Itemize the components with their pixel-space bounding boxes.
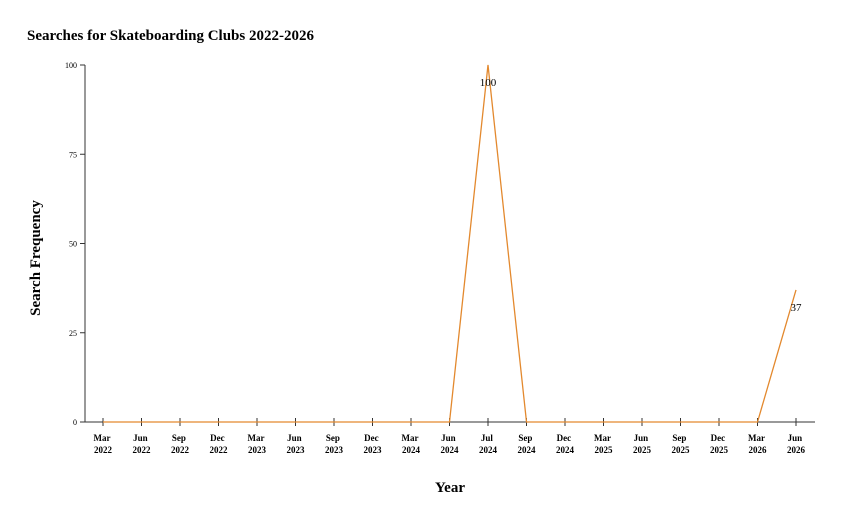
chart-title: Searches for Skateboarding Clubs 2022-20… <box>27 28 314 44</box>
data-label: 37 <box>791 302 803 314</box>
x-tick-label: Dec 2024 <box>556 433 575 455</box>
x-tick-label: Jun 2025 <box>633 433 652 455</box>
y-tick-label: 25 <box>69 329 77 338</box>
x-tick-label: Mar 2026 <box>748 433 767 455</box>
x-tick-label: Dec 2025 <box>710 433 729 455</box>
x-tick-label: Sep 2023 <box>325 433 344 455</box>
x-axis-label: Year <box>435 480 465 496</box>
x-tick-label: Jun 2024 <box>441 433 460 455</box>
x-tick-label: Mar 2023 <box>247 433 266 455</box>
y-tick-label: 0 <box>73 418 77 427</box>
x-tick-label: Jun 2026 <box>787 433 806 455</box>
y-tick-label: 75 <box>69 150 77 159</box>
x-tick-label: Mar 2025 <box>594 433 613 455</box>
x-tick-label: Jun 2022 <box>133 433 152 455</box>
data-label: 100 <box>480 77 497 89</box>
x-tick-label: Dec 2023 <box>364 433 383 455</box>
x-tick-label: Sep 2024 <box>518 433 537 455</box>
x-tick-label: Sep 2022 <box>171 433 190 455</box>
y-tick-label: 50 <box>69 240 77 249</box>
x-tick-label: Jul 2024 <box>479 433 498 455</box>
y-tick-label: 100 <box>65 61 77 70</box>
x-tick-label: Mar 2022 <box>93 433 112 455</box>
x-tick-label: Dec 2022 <box>210 433 229 455</box>
y-axis-label: Search Frequency <box>28 200 44 316</box>
line <box>103 64 797 423</box>
x-tick-label: Sep 2025 <box>672 433 691 455</box>
x-tick-label: Jun 2023 <box>287 433 306 455</box>
x-tick-label: Mar 2024 <box>401 433 420 455</box>
